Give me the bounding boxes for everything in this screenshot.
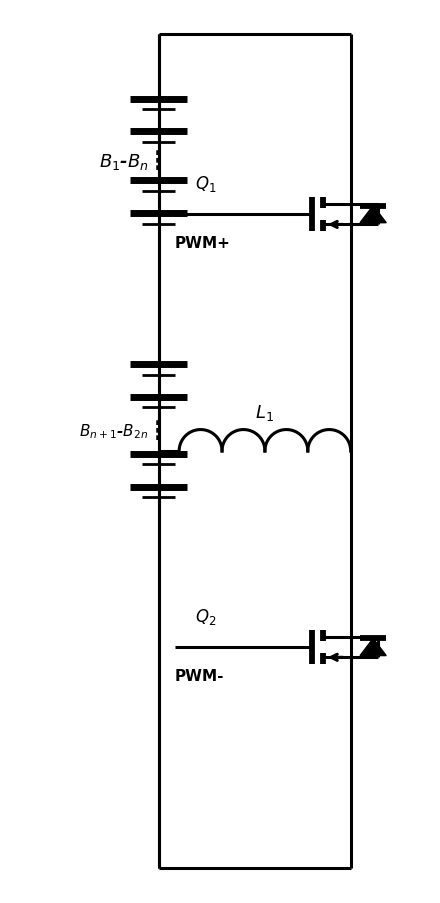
Text: $Q_1$: $Q_1$ bbox=[195, 173, 217, 193]
Text: $B_1$-$B_n$: $B_1$-$B_n$ bbox=[99, 152, 149, 172]
Polygon shape bbox=[360, 207, 386, 223]
Text: $Q_2$: $Q_2$ bbox=[195, 606, 217, 626]
Text: PWM+: PWM+ bbox=[175, 236, 231, 251]
Text: ⋮: ⋮ bbox=[146, 150, 171, 174]
Text: $L_1$: $L_1$ bbox=[256, 403, 275, 423]
Text: PWM-: PWM- bbox=[175, 668, 224, 684]
Text: $B_{n+1}$-$B_{2n}$: $B_{n+1}$-$B_{2n}$ bbox=[79, 422, 149, 441]
Polygon shape bbox=[360, 638, 386, 656]
Text: ⋮: ⋮ bbox=[146, 419, 171, 443]
